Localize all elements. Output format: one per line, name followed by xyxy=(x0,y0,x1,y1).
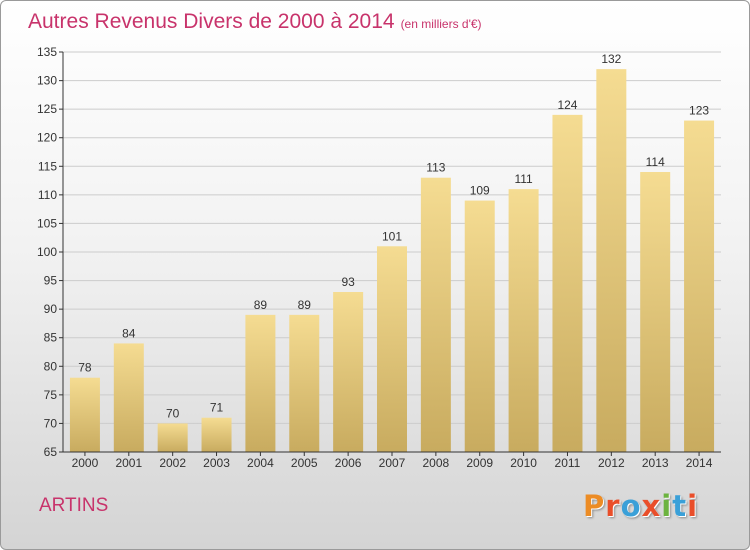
y-tick-label: 110 xyxy=(38,188,57,202)
proxiti-logo: Proxiti xyxy=(583,489,698,523)
x-tick-label-2014: 2014 xyxy=(686,456,713,470)
logo-letter: i xyxy=(687,489,699,523)
data-label-2005: 89 xyxy=(298,298,312,312)
data-label-2002: 70 xyxy=(166,406,180,420)
data-label-2001: 84 xyxy=(122,326,136,340)
y-tick-label: 70 xyxy=(44,416,58,430)
y-tick-label: 95 xyxy=(44,274,58,288)
x-tick-label-2013: 2013 xyxy=(642,456,669,470)
x-tick-label-2002: 2002 xyxy=(159,456,186,470)
data-label-2013: 114 xyxy=(646,155,665,169)
logo-letter: P xyxy=(583,489,606,523)
logo-letter: i xyxy=(661,489,673,523)
x-tick-label-2011: 2011 xyxy=(555,456,581,470)
data-label-2010: 111 xyxy=(514,172,533,186)
logo-letter: t xyxy=(672,489,688,523)
y-tick-label: 85 xyxy=(44,331,58,345)
bar-2013 xyxy=(640,172,671,452)
y-tick-label: 130 xyxy=(37,74,57,88)
bar-2014 xyxy=(684,120,715,453)
y-tick-label: 105 xyxy=(37,216,57,230)
chart-title-text: Autres Revenus Divers de 2000 à 2014 xyxy=(28,10,395,33)
data-label-2003: 71 xyxy=(210,401,224,415)
chart-title: Autres Revenus Divers de 2000 à 2014 (en … xyxy=(28,10,482,34)
data-label-2004: 89 xyxy=(254,298,268,312)
bar-2005 xyxy=(289,314,320,452)
y-tick-label: 65 xyxy=(44,445,58,459)
data-label-2011: 124 xyxy=(557,98,577,112)
data-label-2008: 113 xyxy=(426,161,445,175)
data-label-2014: 123 xyxy=(689,104,709,118)
x-tick-label-2003: 2003 xyxy=(203,456,230,470)
y-tick-label: 135 xyxy=(37,45,57,59)
x-tick-label-2005: 2005 xyxy=(291,456,318,470)
bar-2011 xyxy=(552,114,583,452)
logo-letter: r xyxy=(605,489,621,523)
logo-letter: o xyxy=(620,489,642,523)
bar-2012 xyxy=(596,69,627,453)
bar-2009 xyxy=(464,200,495,452)
x-tick-label-2009: 2009 xyxy=(466,456,493,470)
data-label-2007: 101 xyxy=(382,229,402,243)
bars xyxy=(69,69,715,453)
bar-2010 xyxy=(508,189,539,452)
y-tick-label: 90 xyxy=(44,302,58,316)
y-tick-label: 80 xyxy=(44,359,58,373)
y-tick-label: 115 xyxy=(38,159,57,173)
location-label: ARTINS xyxy=(39,495,109,516)
logo-letter: x xyxy=(641,489,662,523)
x-tick-label-2012: 2012 xyxy=(598,456,625,470)
bar-2000 xyxy=(69,377,100,452)
y-tick-label: 125 xyxy=(37,102,57,116)
x-tick-label-2000: 2000 xyxy=(72,456,99,470)
x-tick-label-2006: 2006 xyxy=(335,456,362,470)
bar-2008 xyxy=(420,177,451,452)
data-label-2006: 93 xyxy=(341,275,355,289)
bar-2002 xyxy=(157,423,188,452)
data-label-2000: 78 xyxy=(78,361,92,375)
axes xyxy=(59,51,721,456)
bar-2007 xyxy=(377,246,407,452)
data-label-2009: 109 xyxy=(470,184,490,198)
x-tick-label-2008: 2008 xyxy=(423,456,450,470)
bar-2004 xyxy=(245,314,276,452)
chart-unit: (en milliers d'€) xyxy=(400,17,482,31)
x-tick-label-2010: 2010 xyxy=(510,456,537,470)
y-tick-label: 75 xyxy=(44,388,58,402)
y-tick-label: 100 xyxy=(37,245,57,259)
data-label-2012: 132 xyxy=(601,52,621,66)
x-tick-label-2004: 2004 xyxy=(247,456,274,470)
bar-2006 xyxy=(333,292,364,452)
labels: 65 70 75 80 85 90 95 100 105 110 115 120 125 130 135 78… xyxy=(37,45,713,470)
x-tick-label-2007: 2007 xyxy=(379,456,406,470)
bar-2003 xyxy=(201,417,232,452)
bar-2001 xyxy=(113,343,144,452)
y-tick-label: 120 xyxy=(37,131,57,145)
x-tick-label-2001: 2001 xyxy=(115,456,142,470)
